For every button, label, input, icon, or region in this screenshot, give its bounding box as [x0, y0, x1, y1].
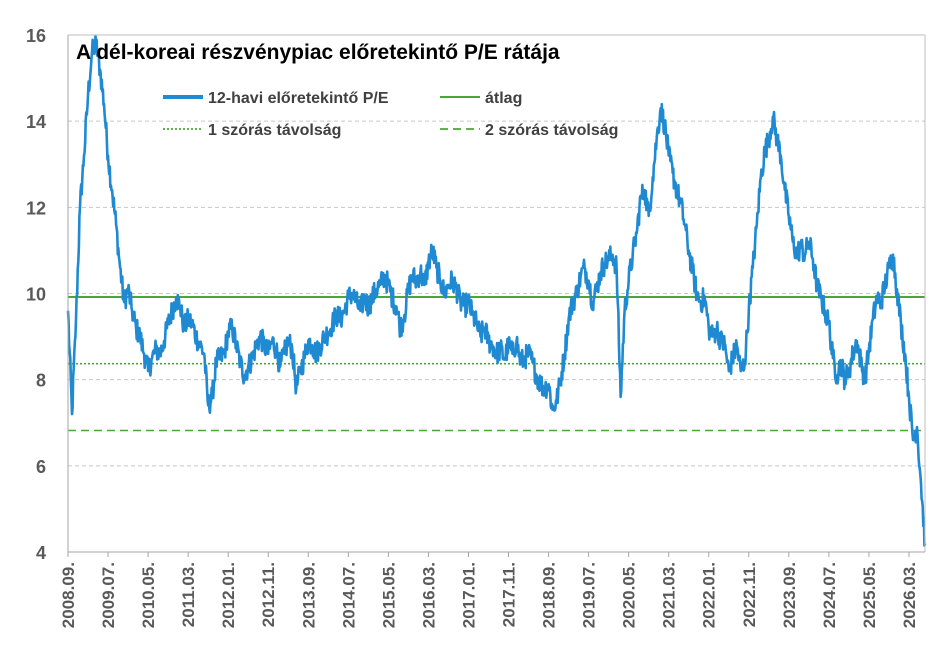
x-tick-label: 2025.05.	[860, 562, 879, 628]
y-tick-label: 6	[36, 457, 46, 477]
x-axis-ticks: 2008.09. 2009.07. 2010.05. 2011.03. 2012.01.…	[59, 552, 919, 628]
axes	[67, 34, 926, 553]
series-layer	[66, 34, 927, 547]
legend-label-2sd: 2 szórás távolság	[485, 122, 618, 139]
x-tick-label: 2010.05.	[139, 562, 158, 628]
x-tick-label: 2020.05.	[620, 562, 639, 628]
chart-title: A dél-koreai részvénypiac előretekintő P…	[76, 41, 560, 64]
x-tick-label: 2012.11.	[259, 562, 278, 627]
x-tick-label: 2017.11.	[500, 562, 519, 627]
legend: 12-havi előretekintő P/E átlag 1 szórás …	[163, 90, 618, 139]
y-tick-label: 10	[26, 285, 46, 305]
x-tick-label: 2023.09.	[780, 562, 799, 628]
legend-label-1sd: 1 szórás távolság	[208, 122, 341, 139]
x-tick-label: 2026.03.	[900, 562, 919, 628]
x-tick-label: 2008.09.	[59, 562, 78, 628]
x-tick-label: 2022.11.	[740, 562, 759, 627]
x-tick-label: 2009.07.	[99, 562, 118, 628]
y-tick-label: 4	[36, 543, 46, 563]
x-tick-label: 2022.01.	[700, 562, 719, 628]
series-line-forward-pe	[66, 34, 927, 547]
y-tick-label: 8	[36, 371, 46, 391]
legend-label-series: 12-havi előretekintő P/E	[208, 90, 389, 107]
x-tick-label: 2018.09.	[540, 562, 559, 628]
x-tick-label: 2021.03.	[660, 562, 679, 628]
x-tick-label: 2014.07.	[339, 562, 358, 628]
x-tick-label: 2013.09.	[299, 562, 318, 628]
y-tick-label: 16	[26, 26, 46, 46]
y-tick-label: 12	[26, 198, 46, 218]
y-axis-ticks: 4 6 8 10 12 14 16	[26, 26, 46, 563]
x-tick-label: 2017.01.	[459, 562, 478, 628]
gridlines	[68, 120, 925, 467]
x-tick-label: 2012.01.	[219, 562, 238, 628]
x-tick-label: 2019.07.	[580, 562, 599, 628]
y-tick-label: 14	[26, 112, 46, 132]
x-tick-label: 2011.03.	[179, 562, 198, 627]
x-tick-label: 2016.03.	[419, 562, 438, 628]
x-tick-label: 2015.05.	[379, 562, 398, 628]
legend-label-mean: átlag	[485, 90, 522, 107]
x-tick-label: 2024.07.	[820, 562, 839, 628]
